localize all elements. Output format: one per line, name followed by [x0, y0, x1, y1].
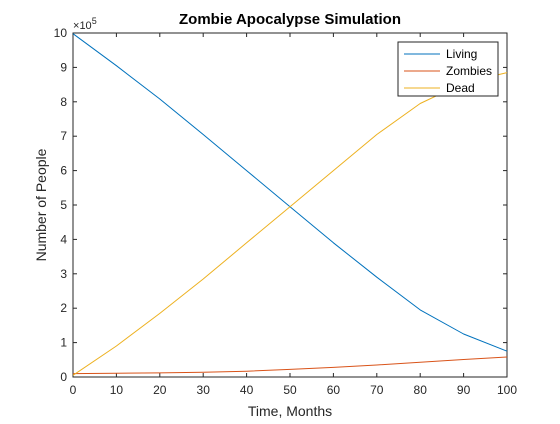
x-tick-label: 50	[283, 383, 297, 397]
y-exponent-power: 5	[92, 16, 97, 26]
series-line-zombies	[72, 356, 508, 375]
x-tick-label: 0	[70, 383, 77, 397]
y-tick-label: 6	[60, 164, 67, 178]
y-tick-label: 7	[60, 129, 67, 143]
y-tick-label: 1	[60, 336, 67, 350]
y-tick-label: 8	[60, 95, 67, 109]
x-tick-label: 90	[457, 383, 471, 397]
y-tick-label: 3	[60, 267, 67, 281]
legend-label-living: Living	[446, 47, 477, 61]
x-tick-label: 60	[327, 383, 341, 397]
y-axis-title: Number of People	[33, 148, 49, 261]
series-lines	[72, 33, 508, 376]
x-axis: 0 10 20 30 40 50 60 70 80 90 100	[70, 33, 517, 397]
y-tick-label: 4	[60, 232, 67, 246]
x-axis-title: Time, Months	[248, 403, 332, 419]
series-line-dead	[72, 72, 508, 376]
y-tick-label: 5	[60, 198, 67, 212]
chart-title: Zombie Apocalypse Simulation	[179, 11, 401, 28]
y-exponent-times: ×	[73, 20, 79, 32]
y-exponent: ×105	[73, 16, 97, 32]
y-tick-label: 10	[54, 26, 68, 40]
x-tick-label: 10	[110, 383, 124, 397]
x-tick-label: 100	[497, 383, 517, 397]
y-tick-label: 0	[60, 370, 67, 384]
legend: Living Zombies Dead	[397, 41, 499, 97]
y-tick-label: 2	[60, 301, 67, 315]
x-tick-label: 80	[414, 383, 428, 397]
x-tick-label: 20	[153, 383, 167, 397]
y-tick-label: 9	[60, 60, 67, 74]
legend-label-zombies: Zombies	[446, 64, 492, 78]
x-tick-label: 30	[197, 383, 211, 397]
y-exponent-label: ×105	[73, 16, 97, 32]
y-exponent-base: 10	[79, 20, 91, 32]
y-axis: 0 1 2 3 4 5 6 7 8 9 10	[54, 26, 507, 384]
x-tick-label: 40	[240, 383, 254, 397]
legend-label-dead: Dead	[446, 81, 475, 95]
legend-box	[397, 41, 499, 97]
x-tick-label: 70	[370, 383, 384, 397]
